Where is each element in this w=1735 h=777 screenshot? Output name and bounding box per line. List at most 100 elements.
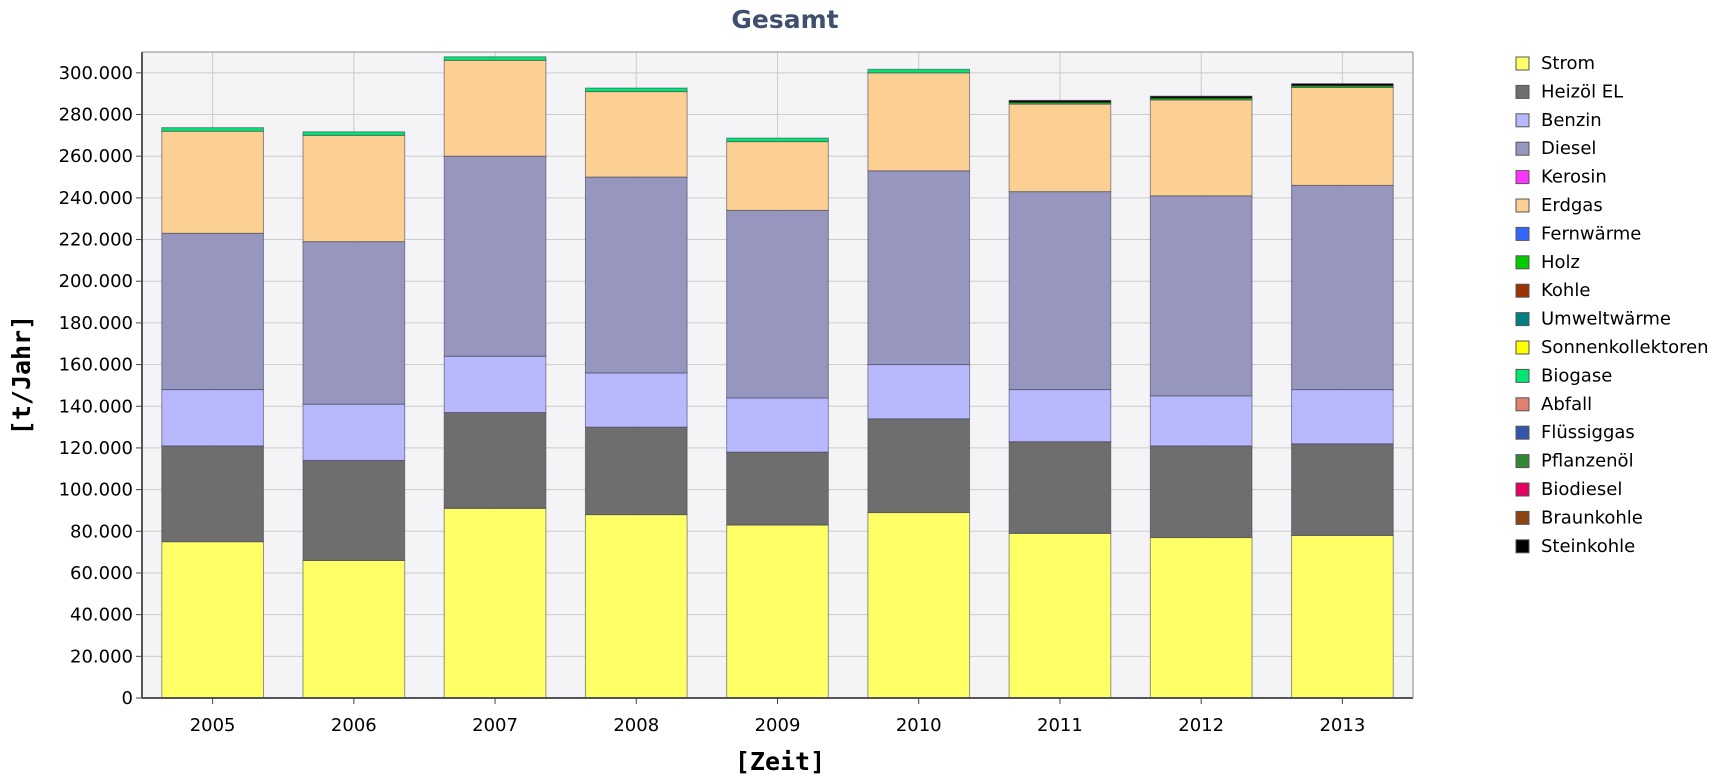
legend-label: Braunkohle (1541, 507, 1643, 528)
legend-label: Abfall (1541, 394, 1592, 415)
bar-segment (444, 156, 546, 356)
legend-label: Holz (1541, 252, 1580, 273)
bar-segment (1150, 396, 1252, 446)
legend-swatch (1516, 426, 1529, 439)
legend-swatch (1516, 227, 1529, 240)
legend-label: Kohle (1541, 280, 1590, 301)
bar-segment (585, 515, 687, 698)
bar-segment (1292, 87, 1394, 185)
x-tick-label: 2011 (1037, 715, 1083, 736)
legend-label: Flüssiggas (1541, 422, 1635, 443)
bar-segment (1292, 444, 1394, 536)
legend-label: Biodiesel (1541, 479, 1622, 500)
bar-segment (585, 373, 687, 427)
legend-label: Erdgas (1541, 195, 1603, 216)
bar-segment (868, 513, 970, 698)
bar-segment (444, 60, 546, 156)
x-tick-label: 2006 (331, 715, 377, 736)
y-axis-ticks: 0 20.000 40.000 60.000 80.000 100.000 120.000 1… (59, 63, 142, 709)
bar-segment (727, 525, 829, 698)
bar-segment (1009, 390, 1111, 442)
y-tick-label: 200.000 (59, 271, 133, 292)
bar-segment (1292, 84, 1394, 86)
bar-segment (727, 452, 829, 525)
legend-swatch (1516, 341, 1529, 354)
y-tick-label: 280.000 (59, 105, 133, 126)
legend-swatch (1516, 57, 1529, 70)
bar-segment (585, 88, 687, 92)
legend-label: Benzin (1541, 110, 1602, 131)
bar-segment (303, 404, 405, 460)
bar-segment (1150, 196, 1252, 396)
legend-swatch (1516, 114, 1529, 127)
legend-swatch (1516, 85, 1529, 98)
y-tick-label: 40.000 (70, 605, 133, 626)
bar-segment (1292, 185, 1394, 389)
x-tick-label: 2009 (755, 715, 801, 736)
x-tick-label: 2005 (190, 715, 236, 736)
legend-swatch (1516, 540, 1529, 553)
bars (162, 57, 1393, 698)
y-tick-label: 260.000 (59, 146, 133, 167)
bar-segment (162, 446, 264, 542)
bar-segment (1150, 96, 1252, 98)
y-tick-label: 120.000 (59, 438, 133, 459)
bar-segment (303, 132, 405, 136)
legend-swatch (1516, 369, 1529, 382)
bar-segment (444, 356, 546, 412)
y-tick-label: 140.000 (59, 396, 133, 417)
bar-segment (162, 233, 264, 389)
bar-segment (1292, 390, 1394, 444)
y-tick-label: 240.000 (59, 188, 133, 209)
y-tick-label: 20.000 (70, 646, 133, 667)
y-tick-label: 60.000 (70, 563, 133, 584)
legend-swatch (1516, 142, 1529, 155)
legend-swatch (1516, 313, 1529, 326)
y-tick-label: 80.000 (70, 521, 133, 542)
y-tick-label: 220.000 (59, 230, 133, 251)
legend-label: Kerosin (1541, 167, 1607, 188)
bar-segment (727, 142, 829, 211)
bar-segment (868, 73, 970, 171)
x-tick-label: 2012 (1178, 715, 1224, 736)
y-tick-label: 160.000 (59, 355, 133, 376)
legend-label: Pflanzenöl (1541, 451, 1634, 472)
bar-segment (1150, 100, 1252, 196)
y-axis-label: [t/Jahr] (7, 315, 36, 435)
bar-segment (444, 57, 546, 61)
bar-segment (303, 242, 405, 405)
chart-title: Gesamt (731, 5, 838, 34)
bar-segment (868, 69, 970, 73)
bar-segment (585, 427, 687, 515)
bar-segment (1292, 535, 1394, 698)
bar-segment (303, 135, 405, 241)
legend-swatch (1516, 199, 1529, 212)
legend-swatch (1516, 284, 1529, 297)
bar-segment (1150, 446, 1252, 538)
bar-segment (727, 398, 829, 452)
bar-segment (1150, 538, 1252, 698)
x-tick-label: 2010 (896, 715, 942, 736)
y-tick-label: 100.000 (59, 480, 133, 501)
y-tick-label: 180.000 (59, 313, 133, 334)
legend-label: Heizöl EL (1541, 81, 1623, 102)
bar-segment (303, 560, 405, 698)
bar-segment (303, 460, 405, 560)
legend-swatch (1516, 511, 1529, 524)
bar-segment (1009, 192, 1111, 390)
x-tick-label: 2013 (1319, 715, 1365, 736)
bar-segment (162, 390, 264, 446)
y-tick-label: 0 (122, 688, 133, 709)
bar-segment (444, 508, 546, 698)
y-tick-label: 300.000 (59, 63, 133, 84)
bar-segment (868, 419, 970, 513)
legend-label: Fernwärme (1541, 223, 1641, 244)
bar-segment (585, 177, 687, 373)
legend-swatch (1516, 398, 1529, 411)
bar-segment (868, 171, 970, 365)
bar-segment (1009, 100, 1111, 102)
legend-label: Umweltwärme (1541, 309, 1671, 330)
legend-label: Strom (1541, 53, 1595, 74)
x-tick-label: 2008 (613, 715, 659, 736)
